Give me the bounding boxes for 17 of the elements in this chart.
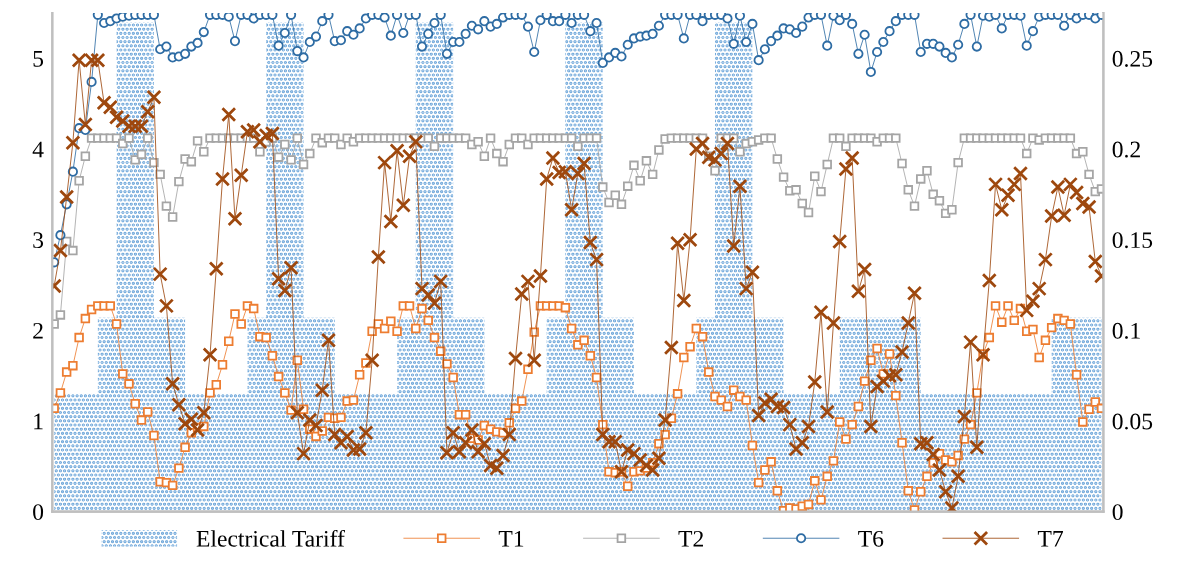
y-tick-label: 2 bbox=[33, 322, 43, 339]
legend-label: T6 bbox=[858, 530, 884, 547]
y2-tick-label: 0 bbox=[1112, 504, 1123, 521]
y2-tick-label: 0.25 bbox=[1112, 50, 1153, 67]
y-tick-label: 0 bbox=[33, 504, 44, 521]
legend-label: T1 bbox=[498, 530, 524, 547]
y2-tick-label: 0.1 bbox=[1112, 322, 1140, 339]
legend-label: Electrical Tariff bbox=[196, 529, 345, 547]
y-tick-label: 4 bbox=[32, 141, 44, 158]
y2-tick-label: 0.15 bbox=[1112, 232, 1153, 249]
y-tick-label: 5 bbox=[33, 51, 44, 67]
y-tick-label: 3 bbox=[33, 232, 44, 249]
legend-label: T7 bbox=[1037, 531, 1064, 547]
legend-label: T2 bbox=[678, 530, 703, 547]
y-tick-label: 1 bbox=[34, 413, 43, 430]
y2-tick-label: 0.2 bbox=[1112, 141, 1140, 158]
y2-tick-label: 0.05 bbox=[1112, 413, 1153, 430]
